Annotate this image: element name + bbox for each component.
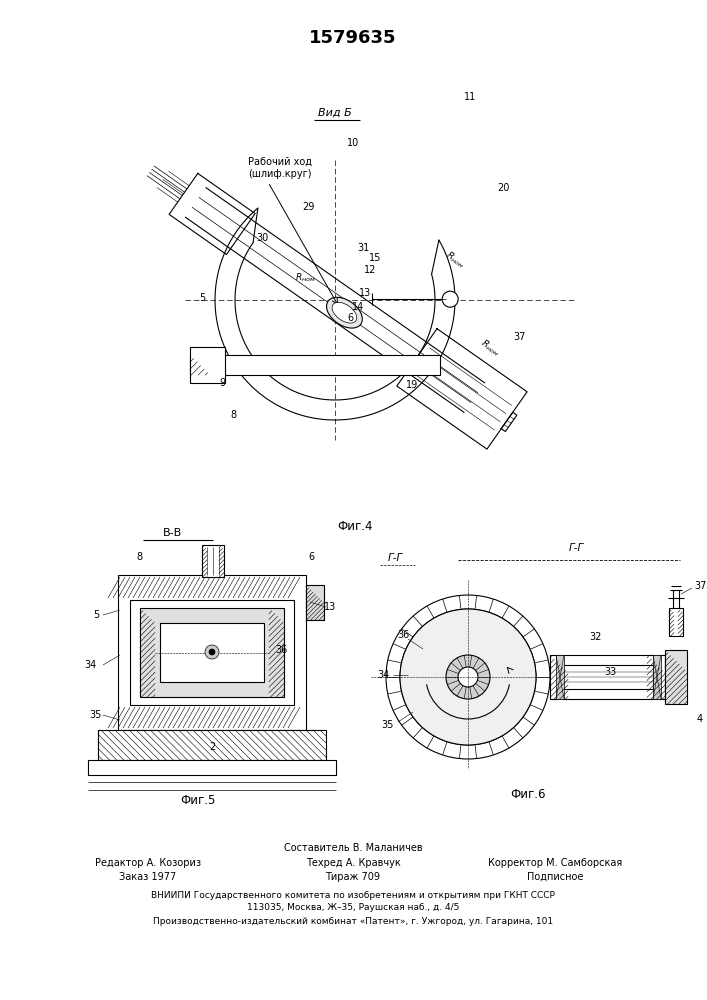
Text: Заказ 1977: Заказ 1977 (119, 872, 177, 882)
Text: 13: 13 (359, 288, 371, 298)
Text: 31: 31 (357, 243, 369, 253)
Text: 5: 5 (93, 610, 99, 620)
Text: 8: 8 (136, 552, 142, 562)
Text: 14: 14 (352, 302, 364, 312)
Text: $R_{ном}$: $R_{ном}$ (443, 249, 467, 271)
Text: Фиг.4: Фиг.4 (337, 520, 373, 534)
Text: Г-Г: Г-Г (568, 543, 583, 553)
Text: 29: 29 (302, 202, 314, 212)
Text: 33: 33 (604, 667, 616, 677)
Circle shape (386, 595, 550, 759)
Text: 6: 6 (308, 552, 314, 562)
Text: 5: 5 (199, 293, 205, 303)
Bar (202, 545, 224, 577)
Text: 36: 36 (397, 630, 409, 640)
Text: 36: 36 (275, 645, 287, 655)
Text: В-В: В-В (163, 528, 182, 538)
Text: 10: 10 (347, 138, 359, 148)
Text: $R_{ном}$: $R_{ном}$ (295, 272, 315, 284)
Text: 35: 35 (382, 720, 395, 730)
Text: Фиг.5: Фиг.5 (180, 794, 216, 806)
Circle shape (205, 645, 219, 659)
Text: Техред А. Кравчук: Техред А. Кравчук (305, 858, 400, 868)
Text: (шлиф.круг): (шлиф.круг) (248, 169, 312, 179)
Text: 19: 19 (406, 380, 418, 390)
Bar (562, 665, 653, 689)
Text: 37: 37 (514, 332, 526, 342)
Text: 13: 13 (324, 602, 336, 612)
Ellipse shape (327, 297, 362, 328)
Text: $R_{ном}$: $R_{ном}$ (478, 337, 502, 359)
Bar (550, 655, 665, 699)
Bar (665, 650, 687, 704)
Text: 30: 30 (256, 233, 268, 243)
Text: 1579635: 1579635 (309, 29, 397, 47)
Text: Корректор М. Самборская: Корректор М. Самборская (488, 858, 622, 868)
Bar (190, 347, 225, 383)
Text: 11: 11 (464, 92, 476, 102)
Text: Фиг.6: Фиг.6 (510, 788, 546, 800)
Bar (140, 608, 284, 697)
Bar (190, 355, 440, 375)
Text: Рабочий ход: Рабочий ход (248, 157, 312, 167)
Text: 15: 15 (369, 253, 381, 263)
Text: 6: 6 (347, 313, 353, 323)
Circle shape (209, 649, 215, 655)
Bar (653, 655, 661, 699)
Bar (88, 760, 336, 775)
Text: 35: 35 (90, 710, 103, 720)
Text: 4: 4 (697, 714, 703, 724)
Text: Вид Б: Вид Б (318, 108, 352, 118)
Text: 2: 2 (209, 742, 215, 752)
Bar (130, 600, 294, 705)
Circle shape (400, 609, 536, 745)
Text: Производственно-издательский комбинат «Патент», г. Ужгород, ул. Гагарина, 101: Производственно-издательский комбинат «П… (153, 916, 553, 926)
Text: 34: 34 (377, 670, 389, 680)
Text: ВНИИПИ Государственного комитета по изобретениям и открытиям при ГКНТ СССР: ВНИИПИ Государственного комитета по изоб… (151, 890, 555, 900)
Bar (160, 623, 264, 682)
Circle shape (446, 655, 490, 699)
Text: Тираж 709: Тираж 709 (325, 872, 380, 882)
Text: 9: 9 (219, 378, 225, 388)
Bar (118, 575, 306, 730)
Text: 12: 12 (364, 265, 376, 275)
Text: Г-Г: Г-Г (387, 553, 402, 563)
Circle shape (442, 291, 458, 307)
Circle shape (458, 667, 478, 687)
Text: 113035, Москва, Ж–35, Раушская наб., д. 4/5: 113035, Москва, Ж–35, Раушская наб., д. … (247, 904, 459, 912)
Bar (669, 608, 683, 636)
Text: Редактор А. Козориз: Редактор А. Козориз (95, 858, 201, 868)
Text: 20: 20 (497, 183, 509, 193)
Ellipse shape (332, 302, 357, 323)
Text: Подписное: Подписное (527, 872, 583, 882)
Bar (556, 655, 564, 699)
Text: 8: 8 (230, 410, 236, 420)
Text: 34: 34 (84, 660, 96, 670)
Text: 32: 32 (589, 632, 601, 642)
Text: Составитель В. Маланичев: Составитель В. Маланичев (284, 843, 422, 853)
Bar (306, 585, 324, 620)
Bar (98, 730, 326, 760)
Text: 37: 37 (694, 581, 706, 591)
Circle shape (400, 609, 536, 745)
